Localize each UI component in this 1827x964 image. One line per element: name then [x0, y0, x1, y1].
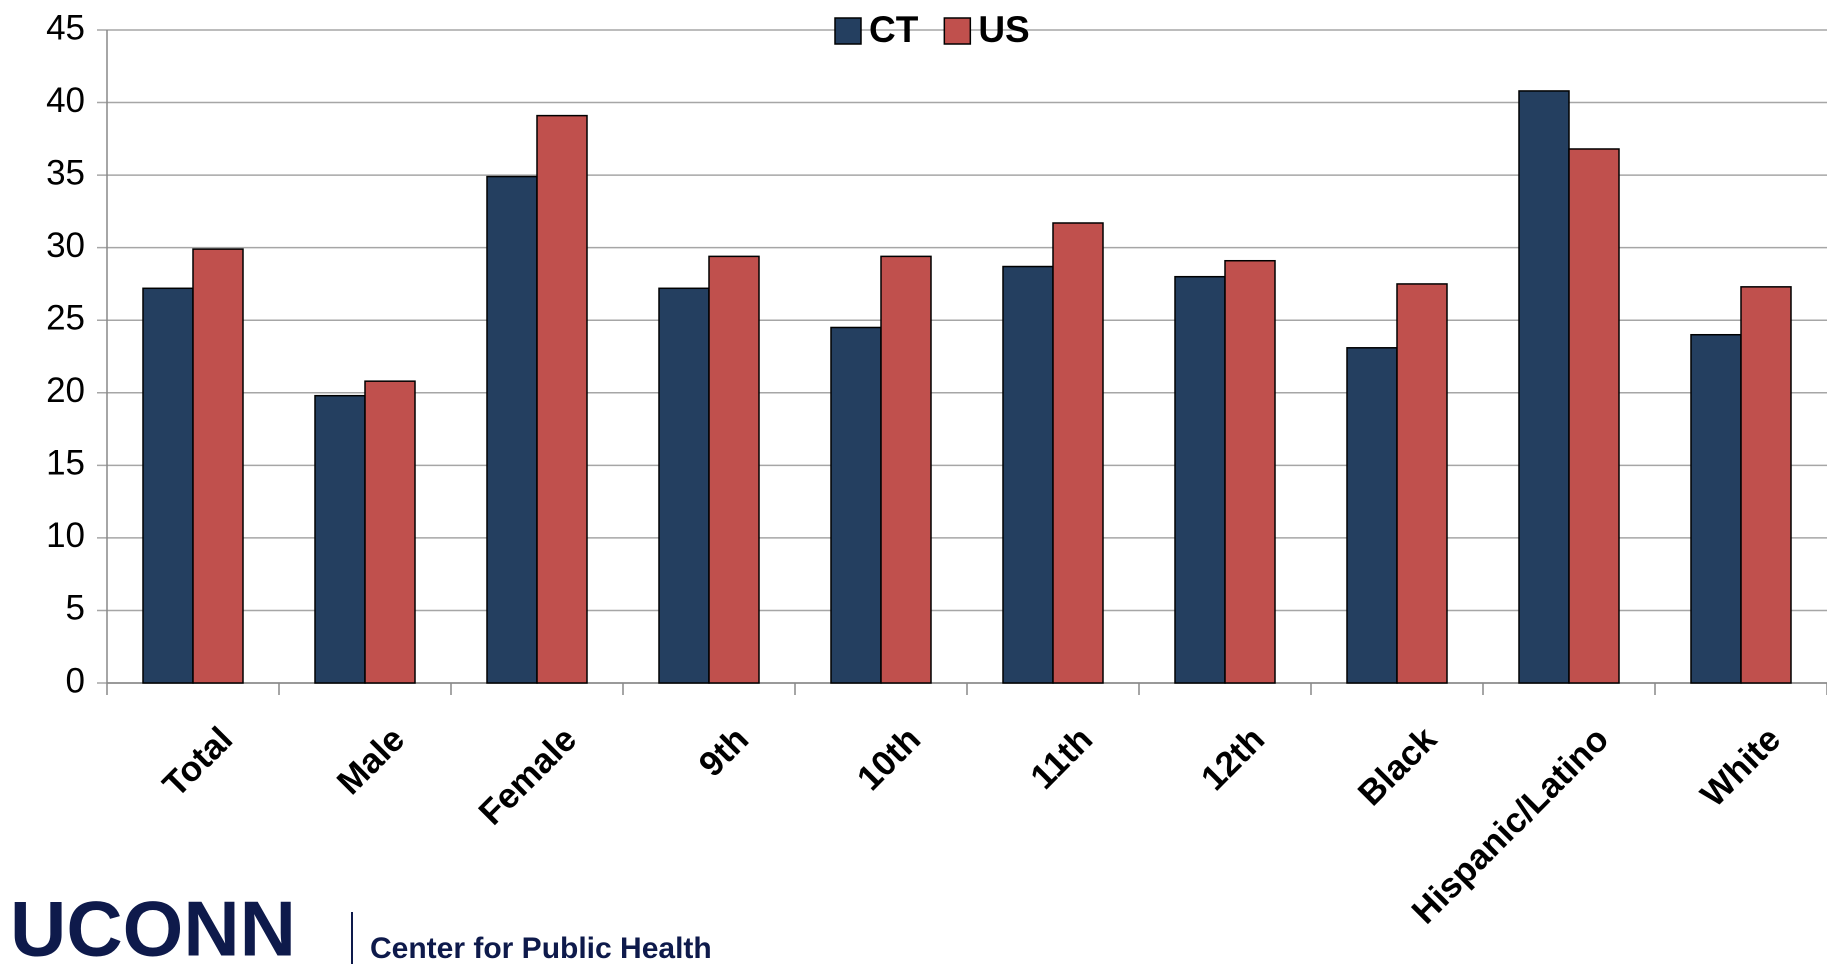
bar [1002, 265, 1054, 684]
y-tick-label: 10 [46, 516, 85, 555]
logo: UCONN [10, 885, 296, 964]
y-tick-label: 15 [46, 444, 85, 483]
bar [1740, 286, 1792, 684]
x-tick-label: Female [471, 720, 584, 833]
x-tick-label: 12th [1194, 720, 1272, 798]
bar [1174, 275, 1226, 684]
y-tick-label: 30 [46, 226, 85, 265]
bar [1346, 347, 1398, 684]
bar [1052, 222, 1104, 684]
legend-swatch [834, 17, 862, 45]
bar [658, 287, 710, 684]
legend-label: CT [869, 9, 919, 50]
x-tick-label: Black [1351, 719, 1445, 813]
y-tick-label: 25 [46, 298, 85, 337]
y-tick-label: 40 [46, 81, 85, 120]
bar [1690, 333, 1742, 684]
y-tick-label: 45 [46, 8, 85, 47]
x-tick-label: White [1693, 720, 1788, 815]
bar [486, 175, 538, 684]
bar [314, 394, 366, 684]
bar [1224, 259, 1276, 684]
y-tick-label: 0 [66, 661, 85, 700]
bar [536, 114, 588, 684]
bar [830, 326, 882, 684]
bar [1568, 148, 1620, 684]
bar [142, 287, 194, 684]
y-tick-label: 5 [66, 589, 85, 628]
x-tick-label: Total [155, 720, 240, 805]
bar [708, 255, 760, 684]
y-tick-label: 20 [46, 371, 85, 410]
bar [1396, 283, 1448, 684]
legend-swatch [943, 17, 972, 45]
x-tick-label: 10th [850, 720, 928, 798]
x-tick-label: Male [330, 720, 413, 803]
x-tick-label: 11th [1023, 720, 1100, 797]
legend-label: US [978, 9, 1029, 50]
bar [1518, 90, 1570, 684]
bar [192, 248, 244, 684]
x-tick-label: 9th [691, 720, 756, 785]
y-tick-label: 35 [46, 153, 85, 192]
bar [364, 380, 416, 684]
logo-text: Center for Public Health [370, 932, 712, 964]
bar [880, 255, 932, 684]
